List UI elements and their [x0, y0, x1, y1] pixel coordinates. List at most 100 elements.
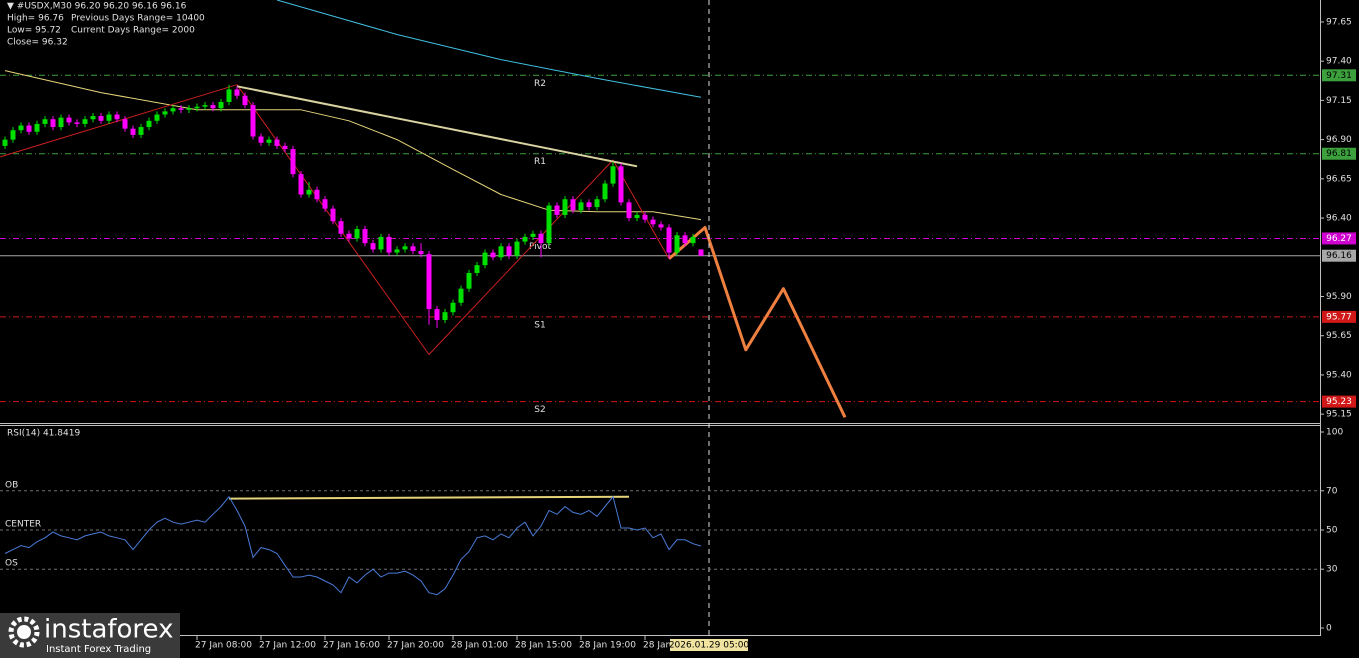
candle-body: [26, 125, 32, 132]
info-text: Previous Days Range= 10400: [71, 14, 205, 24]
y-tick-label: 95.90: [1326, 292, 1352, 302]
candle-body: [490, 252, 496, 258]
candle-body: [658, 224, 664, 228]
y-tick-label: 100: [1326, 428, 1343, 438]
candle-body: [242, 95, 248, 106]
y-tick-label: 97.65: [1326, 17, 1352, 27]
price-label: 96.81: [1326, 149, 1352, 159]
candle-body: [442, 312, 448, 321]
candle-body: [386, 236, 392, 253]
candle-body: [98, 116, 104, 121]
candle-body: [602, 183, 608, 200]
y-tick-label: 50: [1326, 526, 1338, 536]
candle-body: [34, 123, 40, 132]
x-tick-label: 28 Jan 01:00: [451, 641, 508, 651]
candle-body: [130, 128, 136, 135]
candle-body: [522, 236, 528, 242]
candle-body: [194, 106, 200, 109]
y-tick-label: 96.40: [1326, 214, 1352, 224]
logo-gear: [8, 616, 40, 648]
candle-body: [482, 252, 488, 266]
candle-body: [626, 202, 632, 219]
candle-body: [274, 139, 280, 146]
candle-body: [58, 117, 64, 128]
candle-body: [458, 288, 464, 303]
logo-name: instaforex: [44, 615, 173, 645]
candle-body: [42, 119, 48, 124]
x-tick-label: 27 Jan 20:00: [387, 641, 444, 651]
cursor-label: 2026.01.29 05:00: [669, 641, 750, 651]
candle-body: [610, 166, 616, 184]
x-tick-label: 27 Jan 16:00: [323, 641, 380, 651]
y-tick-label: 97.40: [1326, 57, 1352, 67]
info-text: Close= 96.32: [7, 38, 68, 48]
candle-body: [178, 108, 184, 110]
candle-body: [90, 116, 96, 120]
candle-body: [402, 246, 408, 250]
candle-body: [186, 108, 192, 110]
candle-body: [378, 236, 384, 250]
candle-body: [514, 241, 520, 256]
candle-body: [474, 265, 480, 273]
cursor-label-box: [670, 639, 748, 651]
candle-body: [290, 149, 296, 175]
y-tick-label: 30: [1326, 565, 1338, 575]
price-label: 97.31: [1326, 71, 1352, 81]
candle-body: [282, 145, 288, 150]
candle-body: [210, 105, 216, 109]
candle-body: [418, 251, 424, 255]
candle-body: [650, 219, 656, 225]
y-tick-label: 95.15: [1326, 410, 1352, 420]
candle-body: [682, 235, 688, 244]
candle-body: [554, 205, 560, 215]
candle-body: [306, 189, 312, 195]
candle-body: [434, 309, 440, 321]
candle-body: [586, 202, 592, 208]
level-name: R1: [534, 157, 546, 167]
candle-body: [362, 229, 368, 244]
price-label-box: [1322, 69, 1356, 82]
info-text: Current Days Range= 2000: [71, 26, 195, 36]
logo: instaforex Instant Forex Trading: [0, 613, 180, 658]
candle-body: [354, 229, 360, 239]
x-tick-label: 27 Jan 08:00: [195, 641, 252, 651]
x-tick-label: 28 Jan 15:00: [515, 641, 572, 651]
y-tick-label: 96.65: [1326, 174, 1352, 184]
candle-body: [146, 120, 152, 128]
price-label-box: [1322, 249, 1356, 262]
candle-body: [2, 139, 8, 146]
candle-body: [498, 246, 504, 258]
price-label: 96.27: [1326, 234, 1352, 244]
y-tick-label: 95.65: [1326, 331, 1352, 341]
rsi-line: [4, 495, 702, 596]
candle-body: [450, 302, 456, 313]
candle-body: [546, 205, 552, 244]
overlay-line: [236, 85, 638, 168]
candle-body: [634, 214, 640, 219]
price-label: 95.23: [1326, 397, 1352, 407]
candle-body: [122, 119, 128, 129]
candle-body: [330, 208, 336, 222]
candle-body: [170, 108, 176, 112]
candle-body: [538, 233, 544, 244]
candle-body: [618, 166, 624, 203]
candle-body: [506, 246, 512, 256]
candle-body: [66, 117, 72, 123]
level-name: Pivot: [529, 242, 552, 252]
level-name: R2: [534, 79, 546, 89]
candle-body: [154, 114, 160, 121]
candle-body: [410, 246, 416, 252]
y-tick-label: 70: [1326, 486, 1338, 496]
candle-body: [226, 89, 232, 102]
candle-body: [298, 174, 304, 195]
level-name: OS: [5, 559, 18, 569]
candle-body: [266, 139, 272, 143]
candle-body: [74, 122, 80, 124]
candle-body: [594, 199, 600, 208]
candle-body: [50, 119, 56, 128]
y-tick-label: 95.40: [1326, 370, 1352, 380]
candle-body: [322, 199, 328, 209]
panel-title: RSI(14) 41.8419: [7, 429, 80, 439]
logo-gear: [17, 625, 31, 639]
